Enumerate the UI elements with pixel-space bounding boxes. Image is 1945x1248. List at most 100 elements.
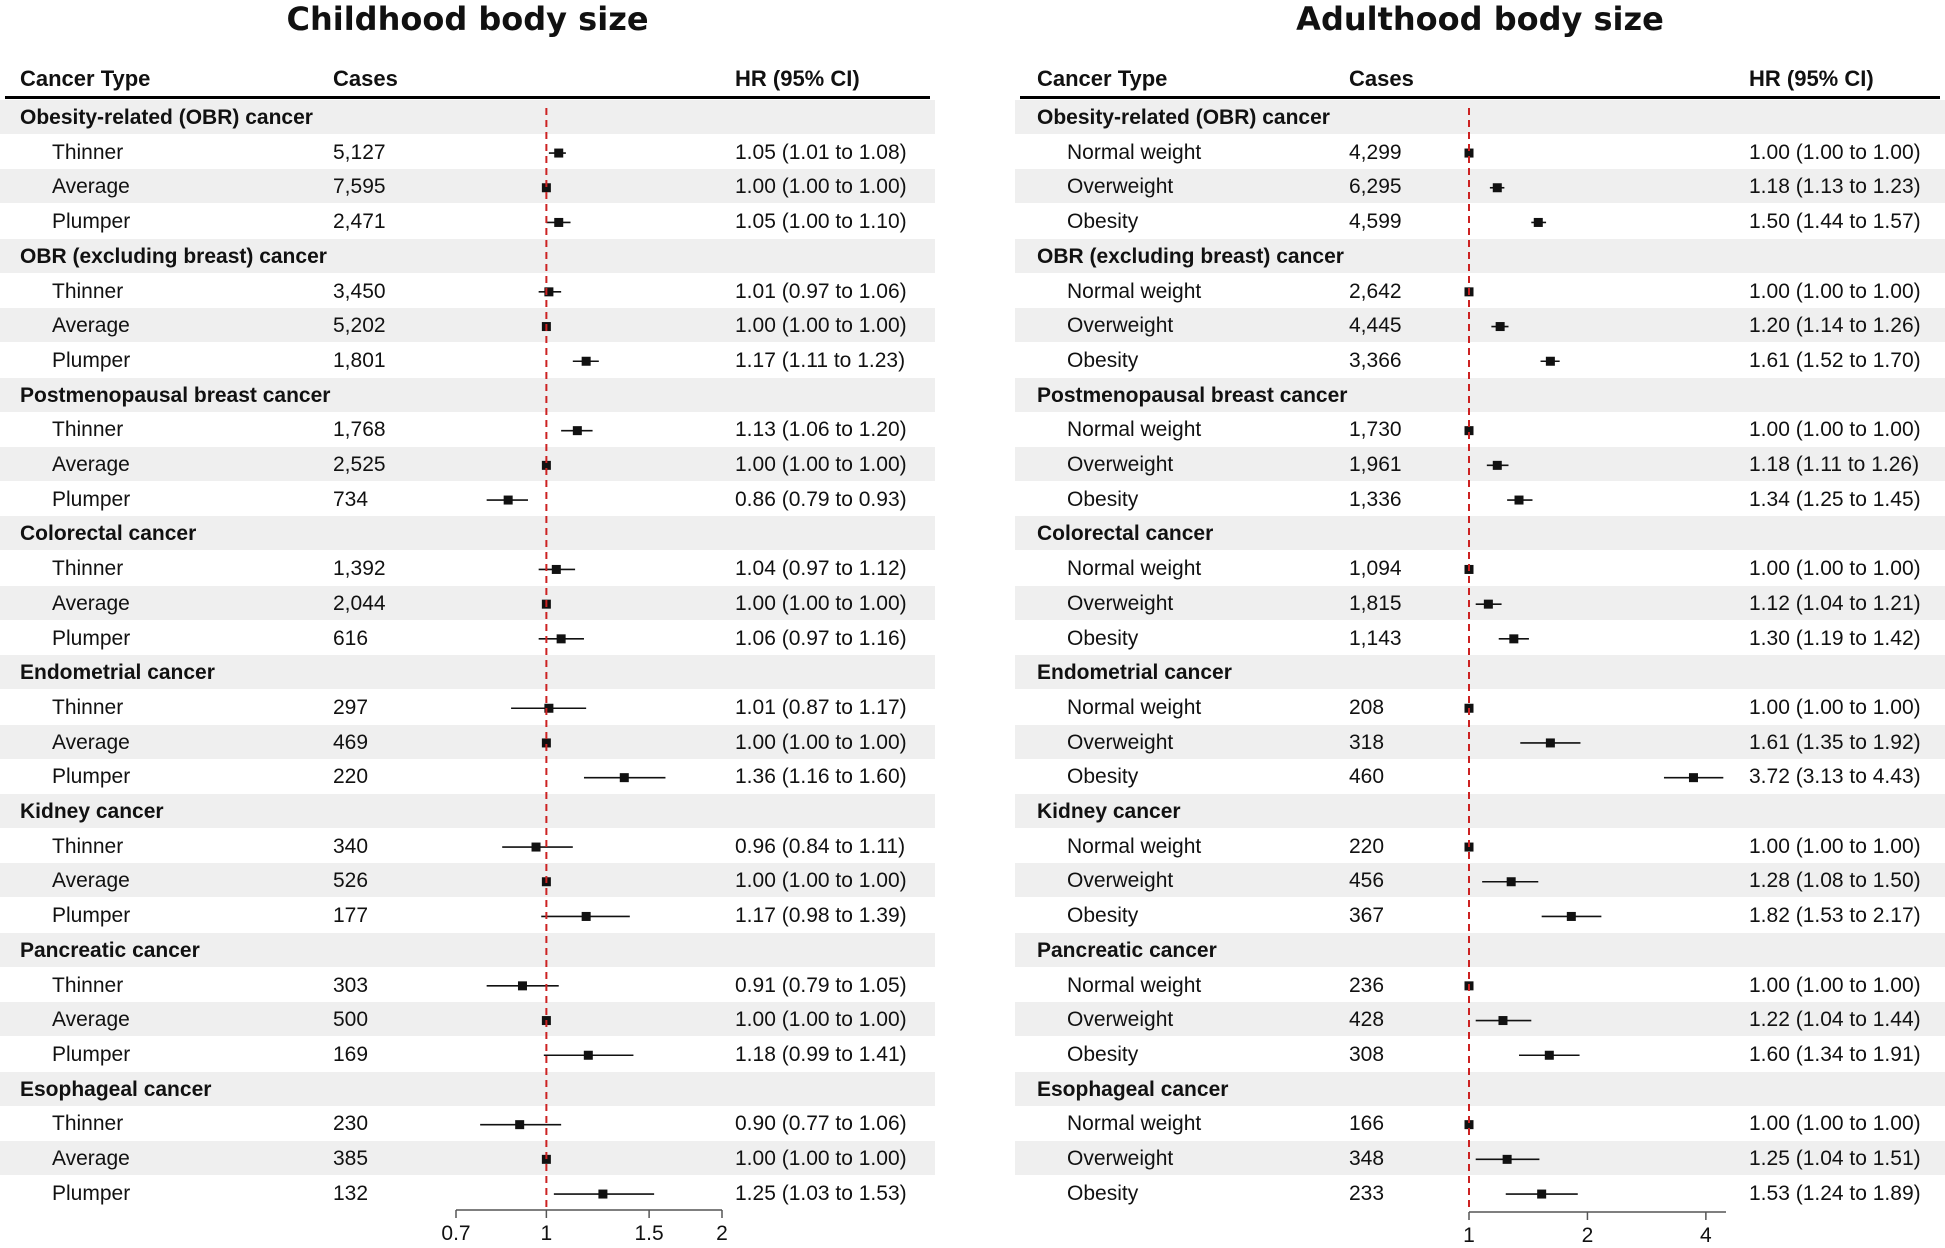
row-hr-text: 1.00 (1.00 to 1.00) <box>1749 418 1921 442</box>
row-cases: 385 <box>333 1147 369 1170</box>
row-cases: 428 <box>1349 1008 1385 1032</box>
row-label: Obesity <box>1067 487 1139 511</box>
row-hr-text: 1.05 (1.01 to 1.08) <box>735 140 907 164</box>
row-hr-text: 1.00 (1.00 to 1.00) <box>1749 557 1921 581</box>
row-hr-text: 0.86 (0.79 to 0.93) <box>735 487 907 511</box>
x-tick-label: 0.7 <box>441 1222 470 1245</box>
table-header: Cancer Type Cases HR (95% CI) <box>0 62 935 98</box>
group-header-row: Kidney cancer <box>1015 794 1945 828</box>
row-hr-text: 1.30 (1.19 to 1.42) <box>1749 626 1921 650</box>
row-label: Thinner <box>52 557 124 581</box>
row-hr-text: 0.96 (0.84 to 1.11) <box>735 834 906 858</box>
row-cases: 3,450 <box>333 279 386 303</box>
group-name: Postmenopausal breast cancer <box>1037 383 1348 407</box>
table-row: Normal weight 220 1.00 (1.00 to 1.00) <box>1015 829 1945 863</box>
table-row: Thinner 340 0.96 (0.84 to 1.11) <box>0 829 935 863</box>
group-header-row: Esophageal cancer <box>1015 1071 1945 1106</box>
table-row: Thinner 297 1.01 (0.87 to 1.17) <box>0 690 935 724</box>
group-header-row: Obesity-related (OBR) cancer <box>0 100 935 134</box>
row-cases: 169 <box>333 1042 369 1066</box>
row-hr-text: 1.01 (0.97 to 1.06) <box>735 279 907 303</box>
group-name: Esophageal cancer <box>1037 1077 1229 1101</box>
row-label: Plumper <box>52 904 131 928</box>
group-header-row: Endometrial cancer <box>0 655 935 690</box>
table-row: Average 469 1.00 (1.00 to 1.00) <box>0 724 935 759</box>
row-label: Obesity <box>1067 1042 1139 1066</box>
row-cases: 233 <box>1349 1181 1385 1205</box>
row-label: Obesity <box>1067 626 1139 650</box>
table-row: Plumper 177 1.17 (0.98 to 1.39) <box>0 898 935 932</box>
table-row: Average 385 1.00 (1.00 to 1.00) <box>0 1141 935 1175</box>
row-cases: 348 <box>1349 1147 1385 1170</box>
row-cases: 208 <box>1349 695 1385 719</box>
table-header: Cancer Type Cases HR (95% CI) <box>1015 62 1945 98</box>
row-label: Normal weight <box>1067 1112 1202 1136</box>
x-tick-label: 1.5 <box>635 1222 664 1245</box>
row-hr-text: 1.34 (1.25 to 1.45) <box>1749 487 1921 511</box>
row-label: Overweight <box>1067 175 1174 199</box>
row-cases: 132 <box>333 1181 369 1205</box>
table-row: Overweight 1,815 1.12 (1.04 to 1.21) <box>1015 585 1945 620</box>
group-header-row: Kidney cancer <box>0 794 935 828</box>
row-cases: 2,471 <box>333 210 386 234</box>
row-hr-text: 1.01 (0.87 to 1.17) <box>735 695 907 719</box>
row-label: Thinner <box>52 695 124 719</box>
row-label: Thinner <box>52 834 124 858</box>
group-name: Obesity-related (OBR) cancer <box>20 106 313 129</box>
row-label: Overweight <box>1067 314 1174 338</box>
header-cancer-type: Cancer Type <box>20 66 151 91</box>
row-hr-text: 1.00 (1.00 to 1.00) <box>735 1008 907 1032</box>
row-hr-text: 1.18 (1.13 to 1.23) <box>1749 175 1921 199</box>
row-hr-text: 1.61 (1.35 to 1.92) <box>1749 730 1921 754</box>
row-hr-text: 1.05 (1.00 to 1.10) <box>735 210 907 234</box>
row-label: Obesity <box>1067 904 1139 928</box>
header-rule <box>5 96 930 99</box>
row-cases: 1,143 <box>1349 626 1402 650</box>
row-cases: 526 <box>333 869 369 893</box>
row-hr-text: 1.12 (1.04 to 1.21) <box>1749 591 1921 615</box>
row-label: Average <box>52 175 130 199</box>
row-label: Normal weight <box>1067 834 1202 858</box>
row-cases: 500 <box>333 1008 369 1032</box>
table-row: Plumper 616 1.06 (0.97 to 1.16) <box>0 621 935 655</box>
row-cases: 1,730 <box>1349 418 1402 442</box>
row-hr-text: 1.61 (1.52 to 1.70) <box>1749 348 1921 372</box>
x-tick-label: 1 <box>1463 1224 1475 1247</box>
group-header-row: Colorectal cancer <box>1015 516 1945 551</box>
group-header-row: Colorectal cancer <box>0 516 935 551</box>
row-label: Thinner <box>52 973 124 997</box>
table-row: Obesity 233 1.53 (1.24 to 1.89) <box>1015 1176 1945 1210</box>
row-cases: 1,392 <box>333 557 386 581</box>
row-hr-text: 1.60 (1.34 to 1.91) <box>1749 1042 1921 1066</box>
group-header-row: Obesity-related (OBR) cancer <box>1015 100 1945 134</box>
row-cases: 4,299 <box>1349 140 1402 164</box>
row-hr-text: 1.00 (1.00 to 1.00) <box>735 453 907 476</box>
x-tick-label: 2 <box>1582 1224 1594 1247</box>
group-name: Pancreatic cancer <box>20 938 200 962</box>
row-cases: 367 <box>1349 904 1385 928</box>
row-cases: 220 <box>333 765 369 789</box>
row-hr-text: 1.82 (1.53 to 2.17) <box>1749 904 1921 928</box>
table-row: Normal weight 236 1.00 (1.00 to 1.00) <box>1015 968 1945 1002</box>
row-label: Plumper <box>52 348 131 372</box>
group-header-row: Postmenopausal breast cancer <box>1015 377 1945 412</box>
row-label: Thinner <box>52 418 124 442</box>
row-hr-text: 1.25 (1.03 to 1.53) <box>735 1181 907 1205</box>
row-hr-text: 1.00 (1.00 to 1.00) <box>735 314 907 338</box>
table-row: Obesity 3,366 1.61 (1.52 to 1.70) <box>1015 343 1945 377</box>
table-row: Average 7,595 1.00 (1.00 to 1.00) <box>0 169 935 204</box>
row-label: Overweight <box>1067 869 1174 893</box>
row-hr-text: 1.00 (1.00 to 1.00) <box>735 591 907 615</box>
x-tick-label: 1 <box>541 1222 553 1245</box>
group-name: Colorectal cancer <box>20 522 197 546</box>
group-header-row: Postmenopausal breast cancer <box>0 377 935 412</box>
table-row: Thinner 303 0.91 (0.79 to 1.05) <box>0 968 935 1002</box>
table-row: Obesity 1,143 1.30 (1.19 to 1.42) <box>1015 621 1945 655</box>
row-label: Average <box>52 730 130 754</box>
row-label: Obesity <box>1067 348 1139 372</box>
row-cases: 469 <box>333 730 369 754</box>
row-cases: 734 <box>333 487 369 511</box>
table-row: Plumper 220 1.36 (1.16 to 1.60) <box>0 759 935 793</box>
table-row: Overweight 456 1.28 (1.08 to 1.50) <box>1015 863 1945 898</box>
row-label: Overweight <box>1067 1008 1174 1032</box>
